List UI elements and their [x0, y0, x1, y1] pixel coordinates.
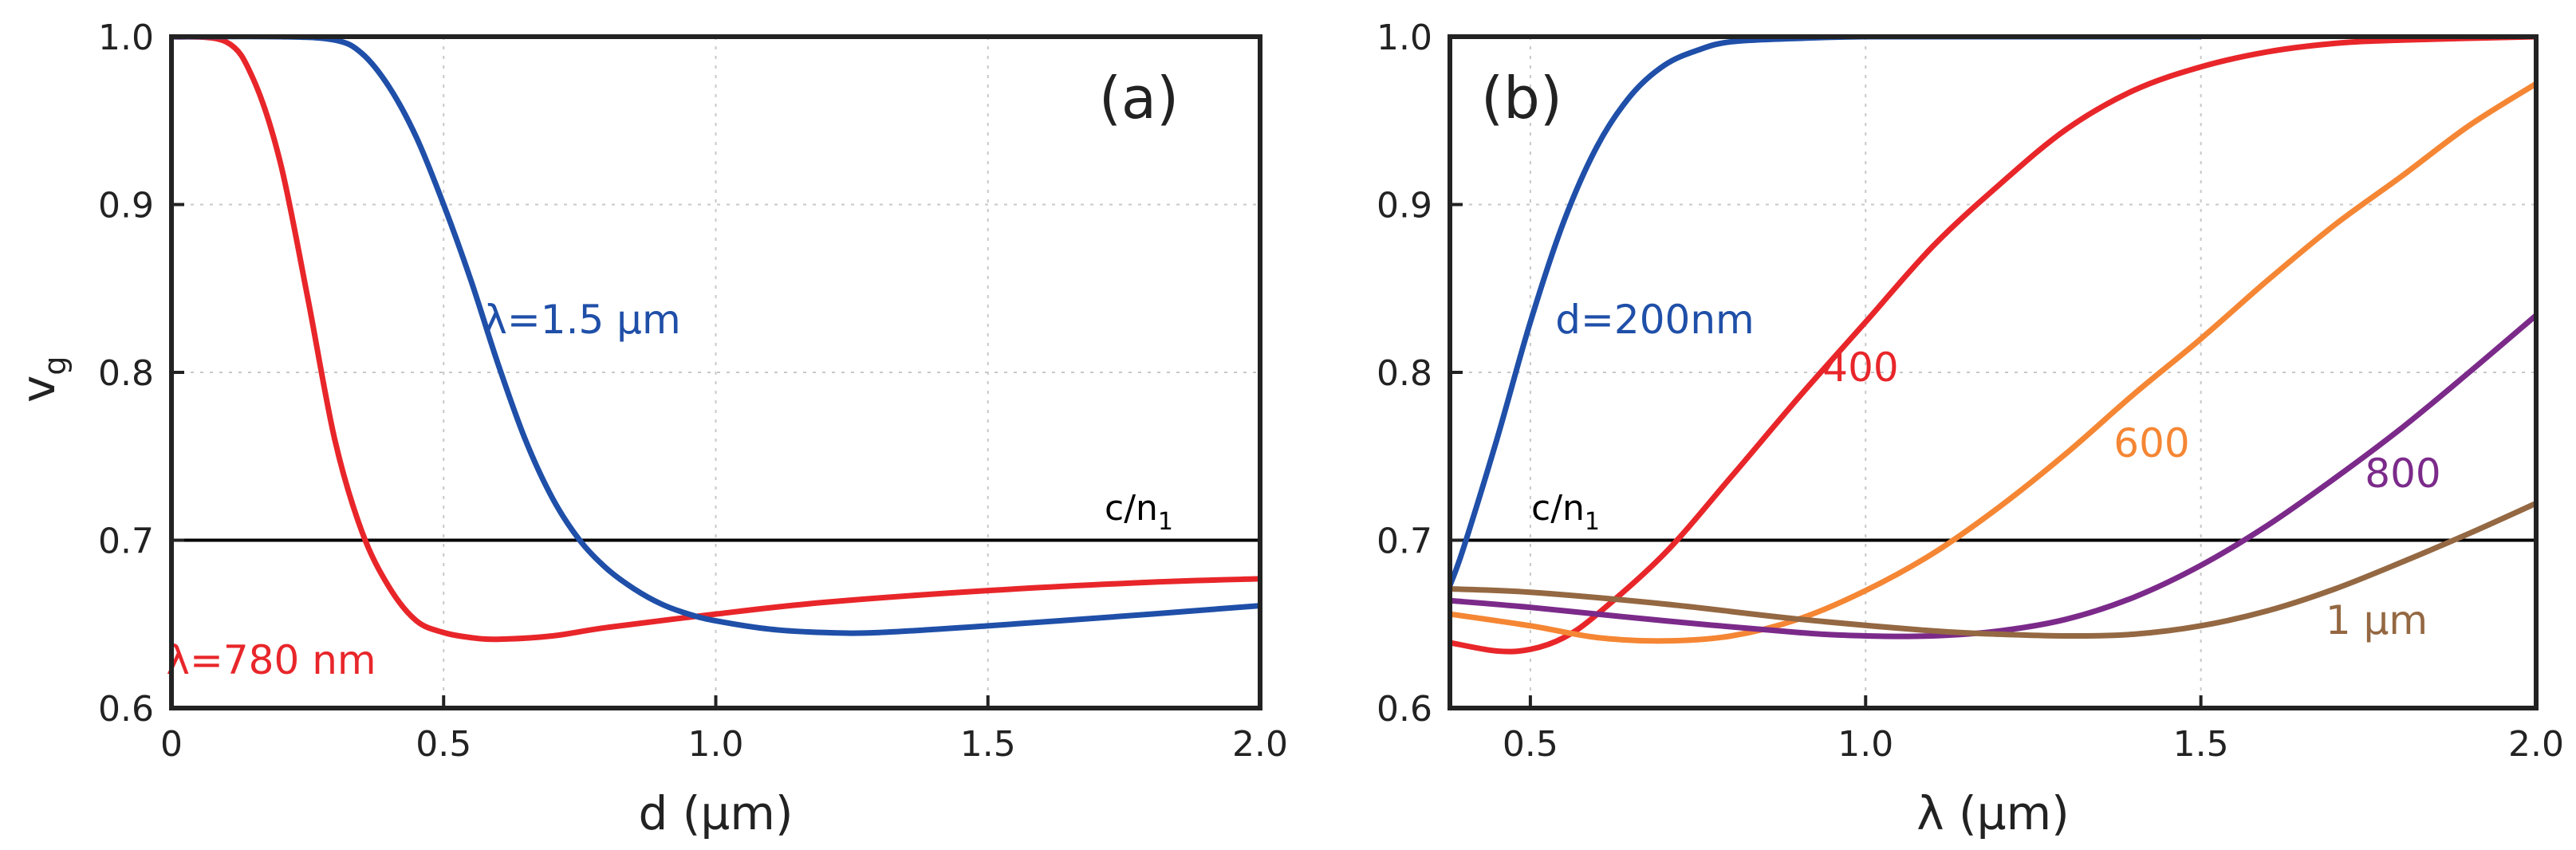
reference-line-label: c/n1	[1105, 488, 1173, 536]
panel-b: c/n1 d=200nm 400 600 800 1 µm 0.5 1.0 1.5 2.0 0.6 0…	[1377, 18, 2564, 840]
series-line-5	[1450, 500, 2536, 639]
series-annotation-1: λ=780 nm	[166, 637, 376, 683]
x-tick-label: 1.5	[2173, 724, 2229, 765]
panel-label: (a)	[1099, 65, 1179, 132]
x-tick-label: 0.5	[416, 724, 471, 765]
x-tick-label: 0	[160, 724, 183, 765]
series-annotation-1: d=200nm	[1555, 297, 1754, 343]
series-line-4	[1450, 313, 2536, 639]
series-line-2	[1450, 37, 2536, 655]
y-tick-label: 0.9	[1377, 186, 1432, 226]
y-axis-label-main: v	[11, 376, 65, 403]
panel-label: (b)	[1481, 65, 1562, 132]
y-axis-label: vg	[11, 356, 73, 403]
x-tick-label: 2.0	[1232, 724, 1288, 765]
y-tick-label: 1.0	[1377, 18, 1432, 58]
y-axis-label-subscript: g	[37, 356, 73, 376]
series-line-2	[171, 37, 1260, 636]
reference-label-main: c/n	[1531, 488, 1585, 529]
panel-a: c/n1 λ=780 nm λ=1.5 µm 0 0.5 1.0 1.5 2.0 0.6 0.7 0…	[11, 18, 1288, 840]
reference-line-label: c/n1	[1531, 488, 1600, 536]
series-line-3	[1450, 81, 2536, 644]
reference-label-main: c/n	[1105, 488, 1158, 529]
y-tick-label: 0.6	[98, 689, 154, 730]
series-annotation-2: 400	[1822, 344, 1898, 391]
y-tick-label: 0.7	[98, 521, 154, 562]
x-tick-label: 2.0	[2508, 724, 2564, 765]
reference-label-subscript: 1	[1585, 508, 1600, 536]
series-annotation-2: λ=1.5 µm	[483, 297, 680, 343]
y-tick-label: 1.0	[98, 18, 154, 58]
x-axis-label: d (µm)	[639, 786, 794, 840]
series-line-1	[1450, 37, 2201, 587]
series-annotation-5: 1 µm	[2326, 597, 2428, 643]
y-tick-label: 0.7	[1377, 521, 1432, 562]
x-tick-label: 1.5	[960, 724, 1016, 765]
reference-label-subscript: 1	[1158, 508, 1173, 536]
y-tick-label: 0.6	[1377, 689, 1432, 730]
series-annotation-4: 800	[2365, 451, 2440, 497]
x-tick-label: 0.5	[1503, 724, 1558, 765]
y-tick-label: 0.8	[98, 353, 154, 394]
y-tick-label: 0.9	[98, 186, 154, 226]
x-axis-label: λ (µm)	[1916, 786, 2069, 840]
x-tick-label: 1.0	[688, 724, 744, 765]
series-annotation-3: 600	[2113, 420, 2189, 466]
x-tick-label: 1.0	[1837, 724, 1893, 765]
y-tick-label: 0.8	[1377, 353, 1432, 394]
series-line-1	[171, 37, 1260, 643]
